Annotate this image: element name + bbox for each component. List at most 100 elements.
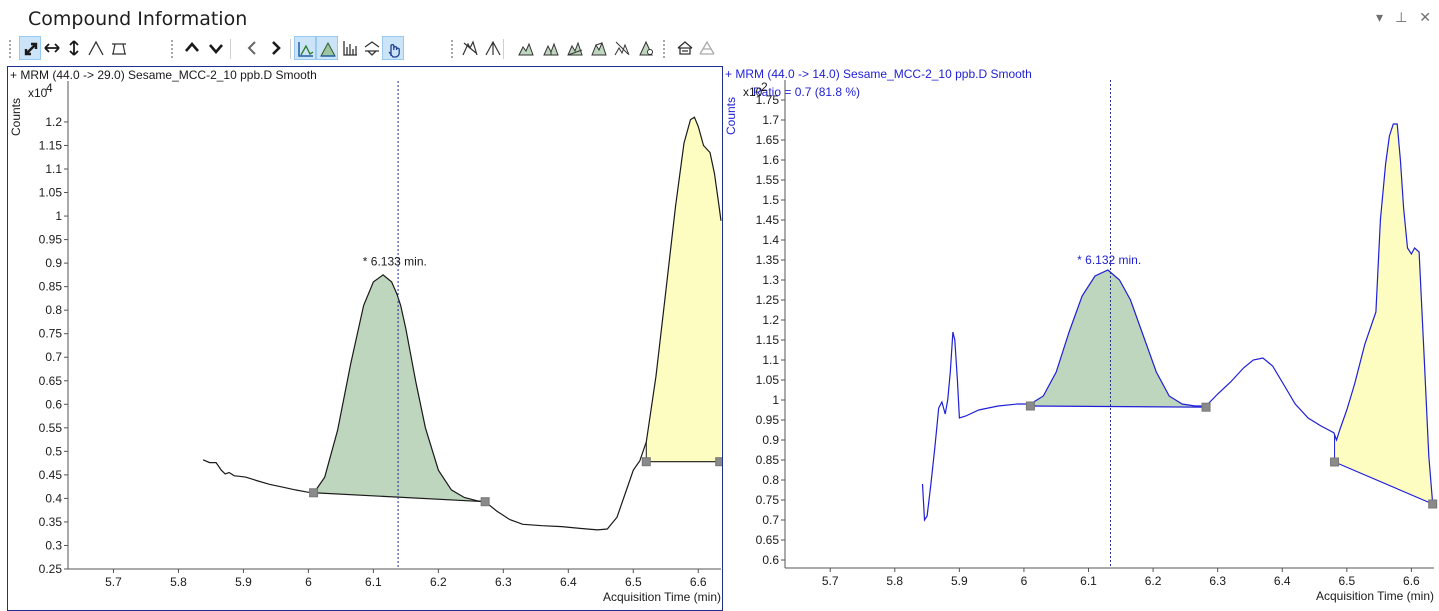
- y-tick-label: 1.25: [756, 293, 780, 307]
- y-tick-label: 0.6: [45, 397, 62, 411]
- x-tick-label: 6: [305, 575, 312, 589]
- previous-left-icon: [247, 41, 256, 55]
- link-y-button[interactable]: [361, 36, 383, 60]
- y-tick-label: 1.05: [39, 186, 63, 200]
- x-tick-label: 6.2: [430, 575, 447, 589]
- y-tick-label: 0.9: [762, 433, 779, 447]
- autoscale-y-button[interactable]: [63, 36, 85, 60]
- panel-header: + MRM (44.0 -> 14.0) Sesame_MCC-2_10 ppb…: [725, 67, 1032, 81]
- integration-handle[interactable]: [1428, 499, 1438, 509]
- integration-handle[interactable]: [1330, 457, 1340, 467]
- valley-baseline-button[interactable]: [540, 36, 562, 60]
- drop-baseline-icon: [518, 42, 534, 56]
- disabled-overlay-button[interactable]: [696, 36, 718, 60]
- baseline-button[interactable]: [108, 36, 130, 60]
- autoscale-y-icon: [69, 40, 79, 56]
- tangent-baseline-button[interactable]: [564, 36, 586, 60]
- close-icon[interactable]: ✕: [1419, 9, 1431, 25]
- y-tick-label: 0.5: [45, 444, 62, 458]
- integration-handle[interactable]: [309, 488, 319, 498]
- y-tick-label: 0.95: [39, 233, 63, 247]
- drop-baseline-button[interactable]: [515, 36, 537, 60]
- integrated-peak-area[interactable]: [313, 274, 486, 502]
- pin-icon[interactable]: ⊥: [1395, 9, 1408, 25]
- y-tick-label: 1.2: [762, 313, 779, 327]
- x-tick-label: 6.3: [495, 575, 512, 589]
- autoscale-x-icon: [44, 43, 60, 53]
- y-tick-label: 1.3: [762, 273, 779, 287]
- overlay-chromatogram-icon: [298, 42, 314, 57]
- zero-peak-button[interactable]: [635, 36, 657, 60]
- link-y-icon: [364, 41, 380, 56]
- peak-baseline: [1030, 405, 1207, 408]
- integration-handle[interactable]: [480, 497, 490, 507]
- manual-integrate-hand-button[interactable]: [382, 36, 404, 60]
- next-down-button[interactable]: [205, 36, 227, 60]
- x-tick-label: 5.9: [235, 575, 252, 589]
- y-tick-label: 0.7: [45, 350, 62, 364]
- y-tick-label: 0.8: [45, 303, 62, 317]
- chromatogram-chart-right[interactable]: + MRM (44.0 -> 14.0) Sesame_MCC-2_10 ppb…: [723, 66, 1439, 611]
- split-peak-button[interactable]: [482, 36, 504, 60]
- clear-peaks-button[interactable]: [611, 36, 633, 60]
- y-tick-label: 0.6: [762, 553, 779, 567]
- toolbar-separator: [503, 39, 504, 59]
- next-right-button[interactable]: [265, 36, 287, 60]
- y-tick-label: 1: [55, 209, 62, 223]
- toolbar-separator: [290, 39, 291, 59]
- chromatogram-panel-left[interactable]: + MRM (44.0 -> 29.0) Sesame_MCC-2_10 ppb…: [7, 66, 723, 611]
- toolbar-grip[interactable]: [8, 39, 12, 59]
- merge-peaks-button[interactable]: [588, 36, 610, 60]
- x-tick-label: 6.3: [1209, 574, 1226, 588]
- peak-retention-label: * 6.132 min.: [1077, 253, 1141, 267]
- integration-handle[interactable]: [1025, 401, 1035, 411]
- toolbar-grip[interactable]: [450, 39, 454, 59]
- y-axis-label: Counts: [724, 97, 738, 135]
- integration-handle[interactable]: [1201, 402, 1211, 412]
- toolbar-grip[interactable]: [662, 39, 666, 59]
- split-peak-icon: [485, 40, 501, 56]
- ratio-text: Ratio = 0.7 (81.8 %): [753, 85, 860, 99]
- y-tick-label: 1.5: [762, 193, 779, 207]
- valley-baseline-icon: [543, 42, 559, 56]
- bar-spectrum-button[interactable]: [339, 36, 361, 60]
- previous-left-button[interactable]: [241, 36, 263, 60]
- integrate-peak-icon: [462, 40, 478, 56]
- y-tick-label: 1.7: [762, 113, 779, 127]
- y-multiplier: x10: [743, 85, 763, 99]
- integrated-peak-area[interactable]: [1030, 270, 1206, 408]
- toolbar-grip[interactable]: [170, 39, 174, 59]
- y-tick-label: 0.3: [45, 538, 62, 552]
- y-tick-label: 0.4: [45, 491, 62, 505]
- autoscale-xy-button[interactable]: [19, 36, 41, 60]
- zero-peak-icon: [639, 40, 653, 56]
- x-tick-label: 6.5: [625, 575, 642, 589]
- secondary-peak-area[interactable]: [1334, 124, 1433, 504]
- x-tick-label: 6.1: [365, 575, 382, 589]
- x-tick-label: 6.5: [1338, 574, 1355, 588]
- y-tick-label: 0.95: [756, 413, 780, 427]
- compare-overlay-button[interactable]: [674, 36, 696, 60]
- integration-handle[interactable]: [641, 457, 651, 467]
- x-axis-label: Acquisition Time (min): [603, 590, 721, 604]
- fill-peak-icon: [320, 41, 336, 57]
- peak-button[interactable]: [85, 36, 107, 60]
- chromatogram-panel-right[interactable]: + MRM (44.0 -> 14.0) Sesame_MCC-2_10 ppb…: [723, 66, 1439, 611]
- autoscale-x-button[interactable]: [41, 36, 63, 60]
- previous-up-button[interactable]: [181, 36, 203, 60]
- y-axis-label: Counts: [9, 98, 23, 136]
- peak-icon: [88, 40, 104, 56]
- y-tick-label: 1: [772, 393, 779, 407]
- y-tick-label: 0.85: [756, 453, 780, 467]
- integration-handle[interactable]: [715, 457, 722, 467]
- y-tick-label: 1.15: [756, 333, 780, 347]
- autoscale-xy-icon: [24, 42, 38, 56]
- chromatogram-chart-left[interactable]: + MRM (44.0 -> 29.0) Sesame_MCC-2_10 ppb…: [8, 67, 722, 610]
- compare-overlay-icon: [677, 41, 693, 55]
- overlay-chromatogram-button[interactable]: [294, 36, 316, 60]
- dropdown-icon[interactable]: ▾: [1376, 9, 1384, 25]
- secondary-peak-area[interactable]: [646, 117, 721, 462]
- integrate-peak-button[interactable]: [459, 36, 481, 60]
- fill-peak-button[interactable]: [316, 36, 338, 60]
- y-tick-label: 1.1: [762, 353, 779, 367]
